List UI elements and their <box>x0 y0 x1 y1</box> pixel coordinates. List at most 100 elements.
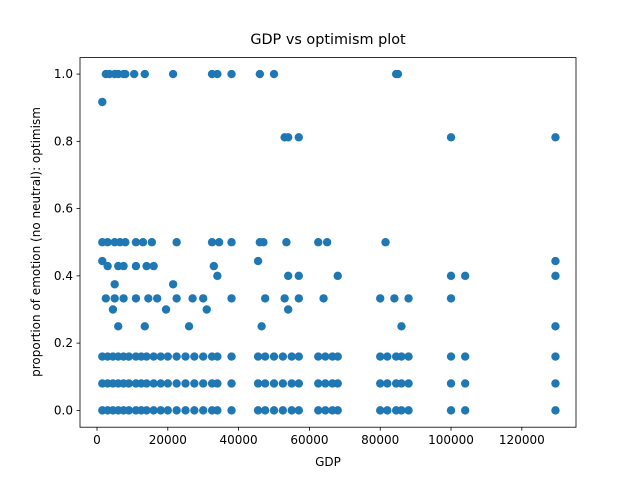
point <box>227 238 236 247</box>
point <box>294 294 303 303</box>
point <box>124 379 134 388</box>
x-tick-label: 40000 <box>220 433 258 447</box>
point <box>260 294 270 303</box>
point <box>287 352 296 361</box>
point <box>376 379 385 388</box>
point <box>269 69 279 79</box>
point <box>253 379 263 388</box>
point <box>207 238 217 247</box>
point <box>390 294 399 303</box>
point <box>460 379 470 388</box>
x-tick-label: 80000 <box>361 433 399 447</box>
point <box>460 271 470 281</box>
point <box>190 352 199 361</box>
y-tick-label: 0.8 <box>54 134 73 148</box>
point <box>156 352 165 361</box>
point <box>140 69 149 79</box>
point <box>294 271 303 281</box>
point <box>551 379 560 388</box>
y-axis-label: proportion of emotion (no neutral): opti… <box>29 107 43 377</box>
point <box>551 133 560 142</box>
point <box>172 379 181 388</box>
point <box>376 294 385 303</box>
point <box>383 352 392 361</box>
point <box>446 406 456 415</box>
point <box>209 261 219 271</box>
y-tick-label: 0.6 <box>54 202 73 216</box>
point <box>144 294 153 303</box>
y-tick-label: 0.2 <box>54 336 73 350</box>
point <box>269 379 279 388</box>
point <box>381 238 390 247</box>
point <box>149 406 158 415</box>
point <box>551 322 560 331</box>
point <box>108 305 118 314</box>
point <box>287 406 296 415</box>
point <box>397 379 406 388</box>
point <box>161 305 171 314</box>
point <box>269 406 279 415</box>
point <box>333 406 342 415</box>
point <box>446 352 456 361</box>
point <box>129 69 139 79</box>
point <box>404 352 413 361</box>
point <box>393 69 403 79</box>
y-tick-label: 0.4 <box>54 269 73 283</box>
point <box>199 406 208 415</box>
point <box>294 133 303 142</box>
point <box>181 379 190 388</box>
point <box>321 352 330 361</box>
point <box>138 238 148 247</box>
point <box>446 294 456 303</box>
point <box>114 322 123 331</box>
point <box>551 271 560 281</box>
point <box>168 69 178 79</box>
x-tick-label: 100000 <box>428 433 474 447</box>
point <box>181 352 190 361</box>
point <box>202 305 211 314</box>
point <box>213 352 222 361</box>
point <box>172 406 181 415</box>
point <box>110 294 119 303</box>
point <box>184 322 194 331</box>
x-tick-label: 120000 <box>499 433 545 447</box>
point <box>227 379 236 388</box>
point <box>321 406 330 415</box>
point <box>282 238 291 247</box>
point <box>383 379 392 388</box>
point <box>149 261 158 271</box>
point <box>283 133 293 142</box>
point <box>163 379 173 388</box>
point <box>149 352 158 361</box>
point <box>213 271 222 281</box>
point <box>163 406 173 415</box>
point <box>213 69 222 79</box>
point <box>314 238 323 247</box>
point <box>98 97 107 107</box>
point <box>460 352 470 361</box>
point <box>190 406 199 415</box>
point <box>142 352 151 361</box>
point <box>376 406 385 415</box>
point <box>269 352 279 361</box>
point <box>101 294 111 303</box>
point <box>156 379 165 388</box>
point <box>214 238 224 247</box>
point <box>253 406 263 415</box>
point <box>131 294 141 303</box>
point <box>140 322 149 331</box>
point <box>460 406 470 415</box>
point <box>227 406 236 415</box>
point <box>172 352 181 361</box>
point <box>294 406 303 415</box>
point <box>142 406 151 415</box>
point <box>321 379 330 388</box>
point <box>278 352 288 361</box>
point <box>119 261 128 271</box>
point <box>103 238 112 247</box>
point <box>551 352 560 361</box>
point <box>172 294 181 303</box>
point <box>404 294 413 303</box>
y-tick-label: 0.0 <box>54 403 73 417</box>
